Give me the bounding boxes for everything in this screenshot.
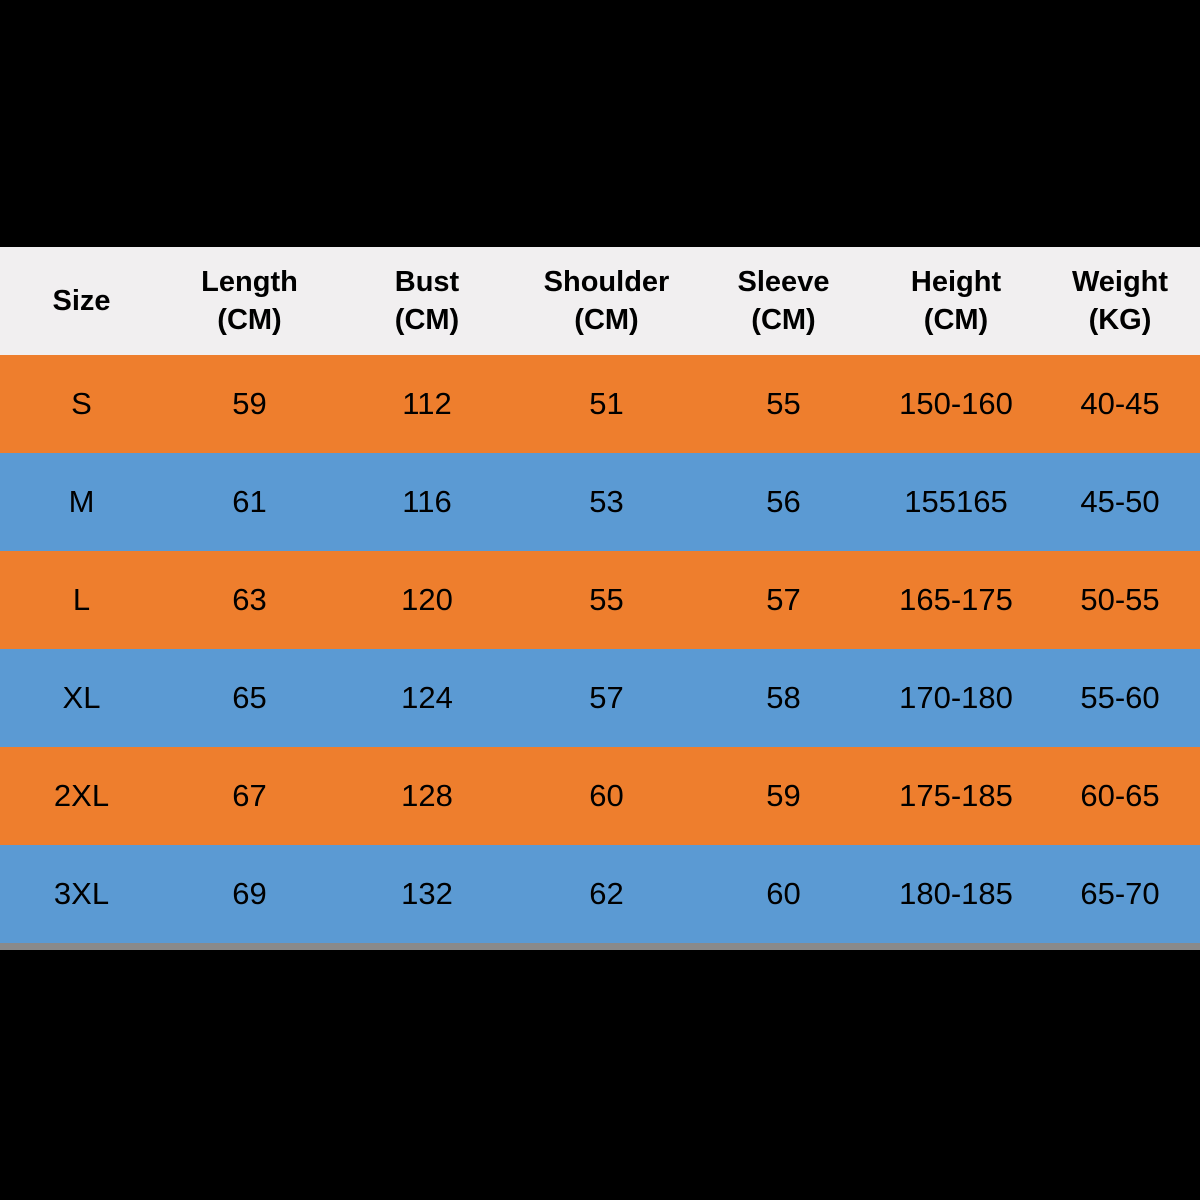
size-cell: 3XL: [53, 876, 110, 911]
value-cell: 50-55: [1080, 582, 1160, 617]
top-black-area: [0, 0, 1200, 247]
header-cell-bust: Bust (CM): [336, 263, 518, 339]
table-row-s: S 59 112 51 55 150-160 40-45: [0, 355, 1200, 453]
value-cell: 56: [766, 484, 801, 519]
header-cell-sleeve: Sleeve (CM): [695, 263, 872, 339]
header-cell-length: Length (CM): [163, 263, 336, 339]
header-unit: (CM): [751, 304, 816, 336]
value-cell: 67: [232, 778, 267, 813]
header-label: Size: [52, 285, 111, 317]
value-cell: 60: [766, 876, 801, 911]
value-cell: 40-45: [1080, 386, 1160, 421]
bottom-black-area: [0, 950, 1200, 1200]
value-cell: 59: [766, 778, 801, 813]
value-cell: 57: [589, 680, 624, 715]
size-cell: XL: [62, 680, 101, 715]
header-label: Shoulder: [543, 266, 670, 298]
header-cell-shoulder: Shoulder (CM): [518, 263, 695, 339]
value-cell: 62: [589, 876, 624, 911]
header-label: Length: [201, 266, 298, 298]
size-chart-table: Size Length (CM) Bust (CM) Shoulder (CM) Sleeve…: [0, 247, 1200, 943]
value-cell: 60: [589, 778, 624, 813]
header-unit: (KG): [1088, 304, 1152, 336]
table-header-row: Size Length (CM) Bust (CM) Shoulder (CM) Sleeve…: [0, 247, 1200, 355]
header-label: Sleeve: [737, 266, 830, 298]
value-cell: 128: [401, 778, 453, 813]
table-row-3xl: 3XL 69 132 62 60 180-185 65-70: [0, 845, 1200, 943]
value-cell: 180-185: [899, 876, 1013, 911]
value-cell: 132: [401, 876, 453, 911]
size-cell: M: [68, 484, 95, 519]
header-unit: (CM): [217, 304, 282, 336]
header-cell-weight: Weight (KG): [1040, 263, 1200, 339]
table-row-m: M 61 116 53 56 155165 45-50: [0, 453, 1200, 551]
value-cell: 165-175: [899, 582, 1013, 617]
value-cell: 55-60: [1080, 680, 1160, 715]
header-cell-size: Size: [0, 282, 163, 320]
header-label: Weight: [1071, 266, 1169, 298]
value-cell: 175-185: [899, 778, 1013, 813]
value-cell: 53: [589, 484, 624, 519]
value-cell: 61: [232, 484, 267, 519]
value-cell: 69: [232, 876, 267, 911]
size-cell: S: [71, 386, 92, 421]
value-cell: 120: [401, 582, 453, 617]
value-cell: 59: [232, 386, 267, 421]
value-cell: 65-70: [1080, 876, 1160, 911]
value-cell: 65: [232, 680, 267, 715]
value-cell: 112: [402, 386, 452, 421]
value-cell: 155165: [904, 484, 1008, 519]
value-cell: 63: [232, 582, 267, 617]
table-row-xl: XL 65 124 57 58 170-180 55-60: [0, 649, 1200, 747]
table-row-l: L 63 120 55 57 165-175 50-55: [0, 551, 1200, 649]
value-cell: 55: [766, 386, 801, 421]
value-cell: 116: [402, 484, 452, 519]
value-cell: 45-50: [1080, 484, 1160, 519]
value-cell: 60-65: [1080, 778, 1160, 813]
header-unit: (CM): [923, 304, 989, 336]
table-row-2xl: 2XL 67 128 60 59 175-185 60-65: [0, 747, 1200, 845]
header-unit: (CM): [574, 304, 639, 336]
value-cell: 57: [766, 582, 801, 617]
size-cell: 2XL: [53, 778, 110, 813]
value-cell: 124: [401, 680, 453, 715]
size-cell: L: [72, 582, 91, 617]
value-cell: 55: [589, 582, 624, 617]
header-cell-height: Height (CM): [872, 263, 1040, 339]
value-cell: 170-180: [899, 680, 1013, 715]
bottom-gray-strip: [0, 943, 1200, 950]
header-label: Height: [910, 266, 1002, 298]
value-cell: 58: [766, 680, 801, 715]
value-cell: 51: [589, 386, 624, 421]
header-unit: (CM): [394, 304, 460, 336]
header-label: Bust: [394, 266, 460, 298]
value-cell: 150-160: [899, 386, 1013, 421]
